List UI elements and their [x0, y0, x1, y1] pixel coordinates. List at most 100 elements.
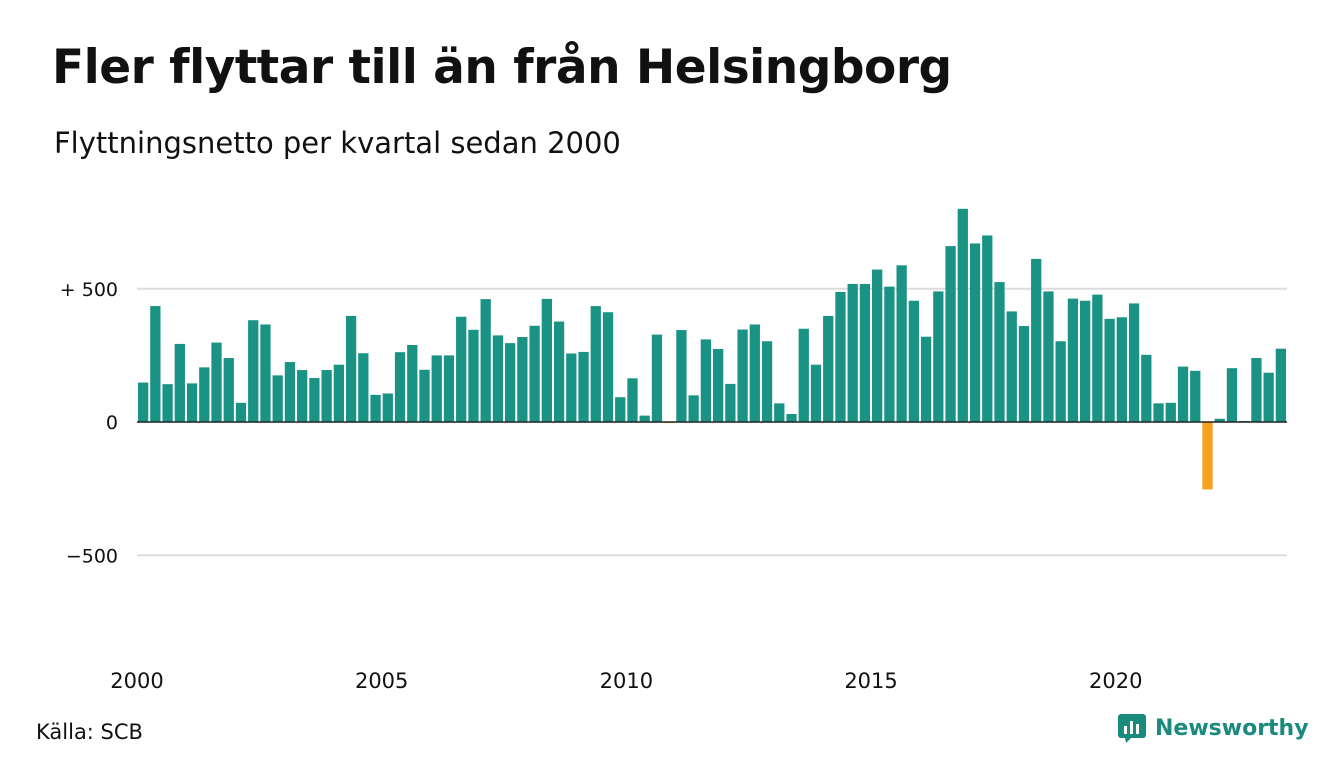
bar [1214, 418, 1225, 422]
bar [602, 312, 614, 422]
bar [321, 370, 332, 422]
axes: + 500 0 −500 2000 2005 2010 2015 2020 [60, 279, 1287, 693]
bar [1018, 326, 1030, 422]
bar [835, 291, 846, 422]
bar [407, 344, 418, 422]
bar [492, 335, 504, 422]
bar [908, 300, 919, 422]
bar [199, 367, 210, 422]
bar [590, 306, 601, 422]
bar [994, 282, 1005, 422]
bar [260, 324, 271, 422]
bar [394, 352, 406, 422]
bar [786, 414, 797, 422]
x-tick-label: 2000 [110, 669, 163, 693]
x-tick-label: 2015 [844, 669, 897, 693]
bar [688, 395, 699, 422]
bar [211, 342, 222, 422]
brand-name: Newsworthy [1155, 715, 1309, 741]
source-note: Källa: SCB [36, 720, 143, 744]
bar [920, 336, 932, 422]
bar [823, 315, 834, 422]
y-tick-label: + 500 [60, 279, 118, 301]
y-tick-label: 0 [106, 412, 118, 434]
bar [1251, 358, 1262, 422]
bar [1006, 311, 1017, 422]
bar [1226, 368, 1238, 422]
newsworthy-logo-icon [1118, 714, 1146, 743]
bar [370, 394, 381, 422]
bar [419, 369, 430, 422]
x-tick-label: 2005 [355, 669, 408, 693]
bar [639, 415, 650, 422]
bar [529, 325, 540, 422]
bar [480, 299, 491, 422]
bar [1104, 318, 1115, 422]
bar [945, 246, 956, 422]
bar [1031, 258, 1042, 422]
bar [761, 341, 773, 422]
bar [358, 353, 369, 422]
bar [1067, 298, 1079, 422]
bar [810, 364, 822, 422]
bar [774, 403, 785, 423]
bar [578, 351, 589, 422]
bar [566, 353, 577, 422]
bars [137, 208, 1287, 490]
bar-chart: + 500 0 −500 2000 2005 2010 2015 2020 [60, 208, 1287, 693]
bar [969, 243, 981, 422]
bar [174, 343, 185, 422]
chart-title: Fler flyttar till än från Helsingborg [52, 40, 952, 95]
bar [235, 402, 247, 422]
bar [651, 334, 663, 422]
x-tick-label: 2010 [600, 669, 653, 693]
bar [553, 321, 565, 422]
bar [505, 343, 516, 422]
bar [541, 298, 552, 422]
bar [847, 283, 858, 422]
y-tick-label: −500 [66, 545, 118, 567]
bar [1141, 354, 1152, 422]
bar [1153, 403, 1164, 423]
bar [1116, 317, 1127, 422]
bar [1263, 372, 1274, 422]
bar [1080, 300, 1091, 422]
bar [933, 291, 944, 422]
bar [627, 378, 638, 422]
bar [737, 329, 748, 422]
chart-subtitle: Flyttningsnetto per kvartal sedan 2000 [54, 126, 621, 160]
bar [712, 348, 724, 422]
bar [1055, 341, 1066, 422]
bar [309, 378, 320, 422]
bar [982, 235, 993, 422]
bar [1128, 303, 1140, 422]
bar [223, 358, 234, 422]
bar [137, 382, 149, 422]
brand-logo[interactable]: Newsworthy [1117, 712, 1309, 744]
bar [700, 339, 712, 422]
x-tick-label: 2020 [1089, 669, 1142, 693]
bar [333, 364, 344, 422]
bar [517, 336, 528, 422]
bar [443, 355, 455, 423]
bar [162, 384, 173, 422]
bar [345, 315, 357, 422]
bar [749, 324, 760, 422]
bar [615, 397, 626, 422]
bar [859, 283, 871, 422]
bar [456, 316, 467, 422]
bar [248, 320, 259, 422]
bar [676, 330, 687, 422]
bar [297, 370, 308, 422]
bar [284, 362, 296, 422]
bar [1043, 291, 1054, 422]
bar [1165, 402, 1176, 422]
bar [896, 265, 907, 422]
gridlines [137, 287, 1287, 557]
bar [1202, 422, 1213, 490]
bar [725, 383, 736, 422]
bar [957, 208, 968, 422]
bar [272, 375, 283, 422]
bar [431, 355, 442, 423]
bar [382, 393, 393, 422]
